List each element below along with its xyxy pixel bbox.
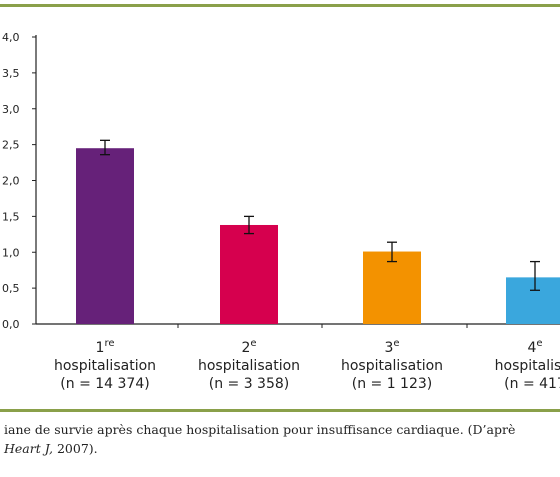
bar-chart: 0,0 0,5 1,0 1,5 2,0 2,5 3,0 3,5 4,0 1re hospitalis… — [2, 31, 560, 392]
category-count: (n = 14 374) — [60, 376, 149, 392]
y-tick-label: 1,5 — [2, 210, 20, 223]
y-tick-label: 0,5 — [2, 282, 20, 295]
category-count: (n = 3 358) — [209, 376, 290, 392]
category-ordinal: 1re — [96, 338, 115, 356]
y-tick-label: 3,5 — [2, 67, 20, 80]
y-tick-label: 1,0 — [2, 246, 20, 259]
bar — [506, 277, 560, 324]
bar — [76, 148, 134, 324]
category-label: hospitalisation — [341, 358, 443, 374]
category-ordinal: 4e — [527, 338, 542, 356]
category-label: hospitalisation — [198, 358, 300, 374]
category-label: hospitalisation — [54, 358, 156, 374]
y-tick-label: 4,0 — [2, 31, 20, 44]
bar — [220, 224, 278, 324]
bar — [363, 251, 421, 324]
caption-line-1: iane de survie après chaque hospitalisat… — [4, 422, 516, 437]
category-count: (n = 1 123) — [352, 376, 433, 392]
y-tick-label: 0,0 — [2, 318, 20, 331]
category-ordinal: 2e — [241, 338, 256, 356]
caption-journal: Heart J, — [4, 441, 53, 456]
figure-caption: iane de survie après chaque hospitalisat… — [4, 420, 560, 458]
caption-line-2: Heart J, 2007). — [4, 439, 560, 458]
caption-year: 2007). — [52, 441, 98, 456]
y-tick-label: 2,0 — [2, 175, 20, 188]
top-rule — [0, 4, 560, 7]
category-count: (n = 417 — [504, 376, 560, 392]
bottom-rule — [0, 409, 560, 412]
y-tick-label: 2,5 — [2, 139, 20, 152]
y-tick-label: 3,0 — [2, 103, 20, 116]
category-ordinal: 3e — [384, 338, 399, 356]
category-label: hospitalisat — [495, 358, 560, 374]
